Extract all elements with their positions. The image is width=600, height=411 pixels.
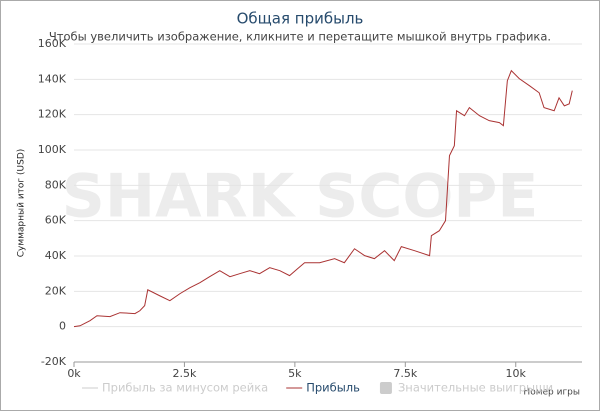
y-tick-label: 60K	[45, 214, 67, 227]
chart-title: Общая прибыль	[237, 10, 364, 28]
legend-label[interactable]: Значительные выигрыши	[398, 381, 553, 395]
legend-label[interactable]: Прибыль за минусом рейка	[102, 381, 268, 395]
y-tick-label: 40K	[45, 249, 67, 262]
x-tick-label: 10k	[506, 367, 527, 380]
line-series	[73, 69, 573, 328]
watermark: SHARK SCOPE	[62, 162, 539, 232]
y-tick-label: 20K	[45, 284, 67, 297]
chart-subtitle: Чтобы увеличить изображение, кликните и …	[49, 30, 551, 44]
y-tick-label: 0	[59, 320, 66, 333]
y-tick-label: 160K	[38, 37, 67, 50]
x-tick-label: 2.5k	[172, 367, 196, 380]
legend-swatch[interactable]	[379, 382, 392, 394]
x-axis-label: Номер игры	[523, 388, 580, 398]
x-tick-label: 5k	[288, 367, 302, 380]
y-tick-label: 140K	[38, 72, 67, 85]
y-tick-label: 80K	[45, 178, 67, 191]
y-axis-label: Суммарный итог (USD)	[17, 149, 27, 258]
x-tick-label: 0k	[67, 367, 81, 380]
y-tick-label: -20K	[41, 355, 67, 368]
y-tick-label: 100K	[38, 143, 67, 156]
x-tick-label: 7.5k	[393, 367, 417, 380]
y-tick-label: 120K	[38, 108, 67, 121]
legend-label[interactable]: Прибыль	[306, 381, 360, 395]
